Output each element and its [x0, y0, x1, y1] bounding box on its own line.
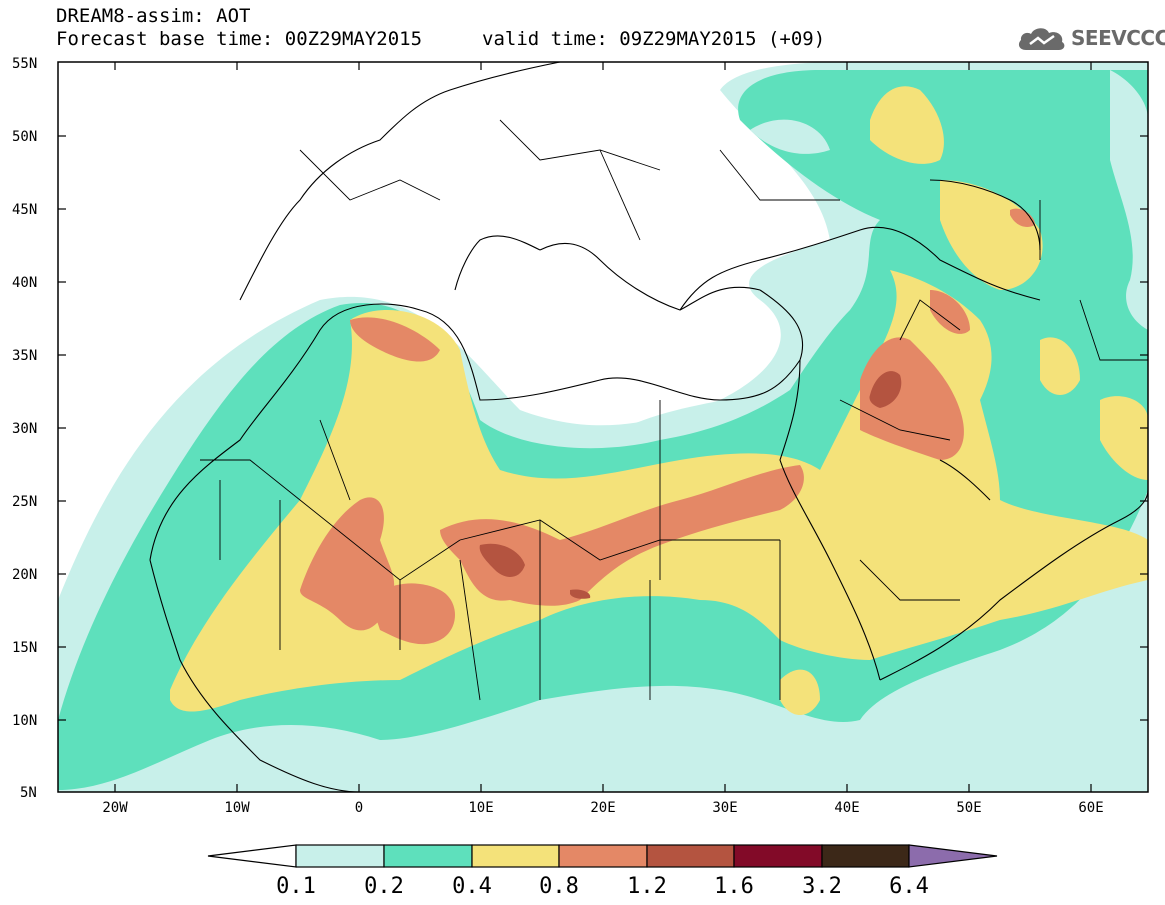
forecast-base-time: Forecast base time: 00Z29MAY2015	[56, 28, 423, 50]
aot-level-0.8	[300, 208, 1035, 645]
colorbar-label: 1.6	[714, 874, 754, 899]
lon-label: 0	[355, 800, 363, 816]
colorbar-swatch	[471, 844, 560, 868]
lat-label: 40N	[12, 275, 37, 291]
colorbar-swatch	[821, 844, 910, 868]
colorbar-swatch	[733, 844, 823, 868]
coastlines	[149, 62, 1148, 792]
aot-low-areas	[620, 70, 1148, 438]
aot-fields	[58, 62, 1148, 792]
colorbar-low-arrow	[207, 844, 297, 868]
lon-label: 10W	[224, 800, 250, 816]
colorbar-label: 1.2	[627, 874, 667, 899]
lat-label: 10N	[12, 713, 37, 729]
lat-axis: 55N 50N 45N 40N 35N 30N 25N 20N 15N 10N …	[12, 56, 1148, 801]
colorbar-label: 0.2	[364, 874, 404, 899]
cloud-icon	[1018, 28, 1065, 50]
lon-label: 50E	[956, 800, 981, 816]
colorbar-label: 3.2	[802, 874, 842, 899]
borders	[200, 119, 1148, 701]
lon-label: 10E	[468, 800, 493, 816]
lat-label: 15N	[12, 640, 37, 656]
colorbar-swatch	[646, 844, 735, 868]
colorbar-high-arrow	[908, 844, 998, 868]
lat-label: 55N	[12, 56, 37, 72]
lat-label: 50N	[12, 129, 37, 145]
colorbar-label: 0.4	[452, 874, 492, 899]
valid-time: valid time: 09Z29MAY2015 (+09)	[482, 28, 826, 50]
colorbar: 0.1 0.2 0.4 0.8 1.2 1.6 3.2 6.4	[207, 844, 998, 899]
lat-label: 35N	[12, 348, 37, 364]
aot-level-1.2	[479, 371, 902, 599]
logo-text: SEEVCCC	[1071, 26, 1165, 50]
lon-axis: 20W 10W 0 10E 20E 30E 40E 50E 60E	[102, 62, 1104, 816]
lon-label: 40E	[834, 800, 859, 816]
colorbar-swatch	[295, 844, 385, 868]
lon-label: 20E	[590, 800, 615, 816]
colorbar-label: 0.1	[276, 874, 316, 899]
lat-label: 5N	[20, 785, 37, 801]
colorbar-label: 0.8	[539, 874, 579, 899]
lat-label: 25N	[12, 494, 37, 510]
lat-label: 30N	[12, 421, 37, 437]
lat-label: 45N	[12, 202, 37, 218]
colorbar-swatch	[383, 844, 473, 868]
seevccc-logo: SEEVCCC	[1016, 24, 1165, 52]
colorbar-label: 6.4	[889, 874, 929, 899]
map-title: DREAM8-assim: AOT	[56, 5, 251, 27]
lat-label: 20N	[12, 567, 37, 583]
lon-label: 20W	[102, 800, 128, 816]
lon-label: 60E	[1078, 800, 1103, 816]
lon-label: 30E	[712, 800, 737, 816]
colorbar-swatch	[558, 844, 648, 868]
